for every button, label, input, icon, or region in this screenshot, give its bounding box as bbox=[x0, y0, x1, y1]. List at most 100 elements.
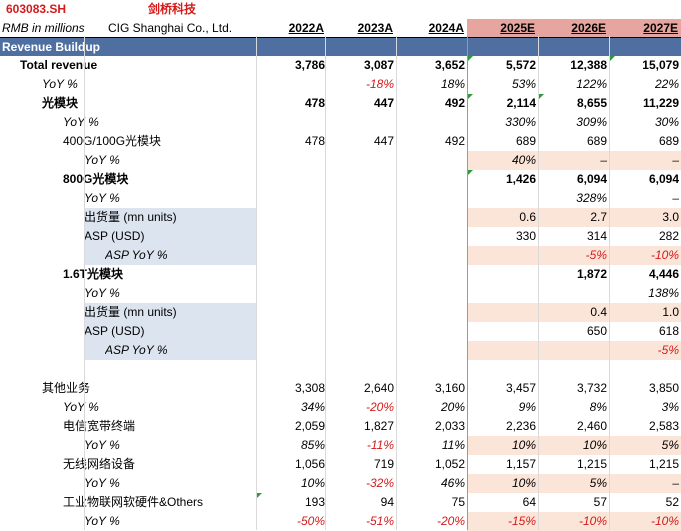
comment-marker-icon bbox=[467, 94, 473, 100]
value-cell-2026E bbox=[538, 284, 609, 303]
value-cell-2026E bbox=[538, 341, 609, 360]
value-cell-2024A: 492 bbox=[444, 96, 465, 110]
label-shade bbox=[84, 246, 256, 265]
estimate-shade bbox=[467, 341, 681, 360]
value-cell-2022A: 1,056 bbox=[294, 457, 325, 471]
value-cell-2027E: 3% bbox=[661, 400, 679, 414]
table-row: YoY % -18% 18% 53% 122% 22% bbox=[0, 75, 681, 94]
value-cell-2023A: -32% bbox=[365, 476, 394, 490]
value-cell-2027E: – bbox=[672, 153, 679, 167]
value-cell-2024A bbox=[396, 303, 467, 322]
value-cell-2026E: 650 bbox=[586, 324, 607, 338]
column-divider bbox=[256, 36, 257, 530]
company-name-en: CIG Shanghai Co., Ltd. bbox=[108, 21, 233, 35]
value-cell-2027E: 1.0 bbox=[662, 305, 679, 319]
table-row: 1.6T光模块 1,872 4,446 bbox=[0, 265, 681, 284]
value-cell-2023A: -11% bbox=[366, 438, 394, 452]
value-cell-2024A: 1,052 bbox=[434, 457, 465, 471]
value-cell-2025E: 10% bbox=[511, 438, 536, 452]
value-cell-2027E: 22% bbox=[654, 77, 679, 91]
label-shade bbox=[84, 208, 256, 227]
value-cell-2025E bbox=[467, 246, 538, 265]
value-cell-2023A bbox=[325, 170, 396, 189]
ticker-label: 603083.SH bbox=[6, 2, 67, 16]
value-cell-2022A: 478 bbox=[304, 134, 325, 148]
row-label: 出货量 (mn units) bbox=[84, 210, 177, 224]
column-divider bbox=[609, 36, 610, 530]
row-label: YoY % bbox=[84, 153, 120, 167]
value-cell-2026E: 689 bbox=[586, 134, 607, 148]
value-cell-2024A bbox=[396, 189, 467, 208]
row-label: 1.6T光模块 bbox=[63, 267, 124, 281]
table-row: YoY % -50% -51% -20% -15% -10% -10% bbox=[0, 512, 681, 531]
table-row: ASP YoY % -5% bbox=[0, 341, 681, 360]
value-cell-2025E: 64 bbox=[522, 495, 536, 509]
value-cell-2026E: 6,094 bbox=[576, 172, 607, 186]
table-row: 电信宽带终端 2,059 1,827 2,033 2,236 2,460 2,583 bbox=[0, 417, 681, 436]
value-cell-2025E: 689 bbox=[515, 134, 536, 148]
value-cell-2027E: -10% bbox=[650, 248, 679, 262]
table-row: 出货量 (mn units) 0.4 1.0 bbox=[0, 303, 681, 322]
value-cell-2027E: 5% bbox=[661, 438, 679, 452]
row-label: 其他业务 bbox=[42, 381, 91, 395]
table-row: YoY % 330% 309% 30% bbox=[0, 113, 681, 132]
value-cell-2024A: 20% bbox=[440, 400, 465, 414]
value-cell-2026E: 314 bbox=[586, 229, 607, 243]
column-divider bbox=[84, 36, 85, 530]
value-cell-2027E: – bbox=[672, 191, 679, 205]
table-row: 工业物联网软硬件&Others 193 94 75 64 57 52 bbox=[0, 493, 681, 512]
row-label: YoY % bbox=[63, 115, 99, 129]
value-cell-2024A: 3,652 bbox=[434, 58, 465, 72]
row-label: YoY % bbox=[84, 191, 120, 205]
column-divider bbox=[467, 36, 468, 530]
value-cell-2025E: 2,114 bbox=[467, 94, 538, 113]
value-cell-2023A bbox=[325, 113, 396, 132]
value-cell-2023A: 719 bbox=[373, 457, 394, 471]
value-cell-2024A bbox=[396, 360, 467, 379]
row-label: ASP (USD) bbox=[84, 324, 145, 338]
value-cell-2026E: 5% bbox=[589, 476, 607, 490]
value-cell-2023A: 1,827 bbox=[363, 419, 394, 433]
table-row: YoY % 85% -11% 11% 10% 10% 5% bbox=[0, 436, 681, 455]
table-row: YoY % 138% bbox=[0, 284, 681, 303]
label-shade bbox=[84, 303, 256, 322]
label-shade bbox=[84, 341, 256, 360]
row-label: Total revenue bbox=[20, 58, 98, 72]
value-cell-2022A bbox=[256, 284, 327, 303]
estimate-shade bbox=[467, 303, 681, 322]
value-cell-2025E bbox=[467, 322, 538, 341]
label-shade bbox=[84, 227, 256, 246]
value-cell-2025E: 330% bbox=[505, 115, 536, 129]
comment-marker-icon bbox=[467, 170, 473, 176]
row-label: YoY % bbox=[84, 476, 120, 490]
row-label: ASP YoY % bbox=[105, 343, 168, 357]
value-cell-2025E: 3,457 bbox=[505, 381, 536, 395]
value-cell-2023A bbox=[325, 265, 396, 284]
value-cell-2023A: -20% bbox=[365, 400, 394, 414]
table-row bbox=[0, 360, 681, 379]
value-cell-2026E: 12,388 bbox=[570, 58, 607, 72]
value-cell-2022A bbox=[256, 208, 327, 227]
value-cell-2027E: 11,229 bbox=[642, 96, 679, 110]
value-cell-2023A bbox=[325, 189, 396, 208]
value-cell-2024A: 3,160 bbox=[434, 381, 465, 395]
value-cell-2022A: 2,059 bbox=[294, 419, 325, 433]
table-row: YoY % 34% -20% 20% 9% 8% 3% bbox=[0, 398, 681, 417]
value-cell-2023A: -18% bbox=[365, 77, 394, 91]
value-cell-2022A: 85% bbox=[300, 438, 325, 452]
row-label bbox=[0, 360, 256, 379]
value-cell-2024A bbox=[396, 284, 467, 303]
comment-marker-icon bbox=[467, 56, 473, 62]
value-cell-2024A: 46% bbox=[440, 476, 465, 490]
row-label: 工业物联网软硬件&Others bbox=[63, 495, 204, 509]
table-row: 无线网络设备 1,056 719 1,052 1,157 1,215 1,215 bbox=[0, 455, 681, 474]
value-cell-2023A bbox=[325, 284, 396, 303]
value-cell-2026E: 0.4 bbox=[590, 305, 607, 319]
value-cell-2026E: 1,215 bbox=[576, 457, 607, 471]
value-cell-2022A bbox=[256, 265, 327, 284]
value-cell-2024A: 75 bbox=[451, 495, 465, 509]
value-cell-2022A bbox=[256, 170, 327, 189]
value-cell-2027E: 6,094 bbox=[648, 172, 679, 186]
value-cell-2027E: – bbox=[672, 476, 679, 490]
row-label: YoY % bbox=[84, 286, 120, 300]
